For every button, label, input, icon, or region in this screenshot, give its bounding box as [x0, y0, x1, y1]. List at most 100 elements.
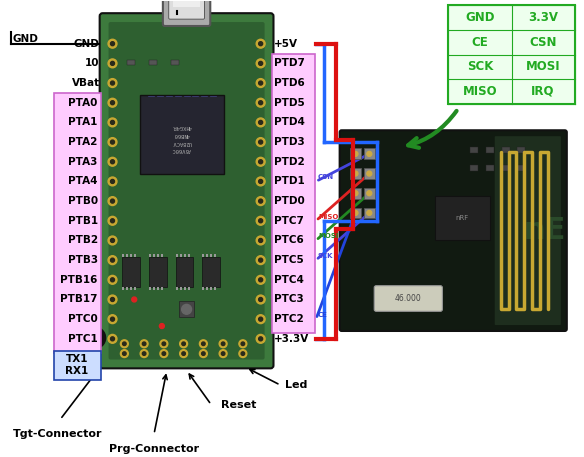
Bar [179, 302, 194, 317]
Circle shape [142, 342, 146, 345]
Text: PTC2: PTC2 [274, 314, 304, 324]
Bar [157, 254, 159, 257]
Bar [123, 254, 124, 257]
Text: PTC7: PTC7 [274, 216, 304, 226]
Text: RX1: RX1 [65, 367, 89, 376]
Text: PTA2: PTA2 [68, 137, 98, 147]
Text: nE: nE [524, 216, 566, 245]
Circle shape [110, 180, 114, 183]
Circle shape [201, 352, 205, 356]
Circle shape [353, 191, 358, 196]
Bar [206, 287, 208, 290]
Text: PTD3: PTD3 [274, 137, 305, 147]
Bar [176, 287, 178, 290]
Circle shape [259, 42, 263, 46]
Circle shape [256, 98, 265, 107]
Circle shape [256, 256, 265, 265]
Text: PTB17: PTB17 [60, 294, 98, 304]
Circle shape [353, 211, 358, 215]
Text: GND: GND [13, 34, 39, 44]
Circle shape [259, 317, 263, 321]
Circle shape [256, 236, 265, 245]
Circle shape [108, 276, 117, 284]
Bar [210, 287, 212, 290]
FancyBboxPatch shape [374, 286, 442, 311]
FancyBboxPatch shape [163, 0, 210, 26]
Circle shape [110, 160, 114, 164]
Bar [171, 60, 179, 65]
Text: Reset: Reset [221, 400, 256, 410]
Text: 10: 10 [85, 58, 100, 69]
Circle shape [241, 352, 245, 356]
Text: PTB2: PTB2 [68, 235, 98, 245]
Circle shape [142, 352, 146, 356]
Circle shape [259, 219, 263, 223]
Circle shape [110, 61, 114, 65]
Bar [161, 287, 163, 290]
Text: IRQ: IRQ [531, 85, 555, 98]
Circle shape [84, 327, 106, 349]
Circle shape [110, 219, 114, 223]
Circle shape [367, 171, 372, 176]
Bar [517, 147, 526, 153]
FancyBboxPatch shape [350, 188, 361, 199]
Text: U28ACV: U28ACV [172, 139, 192, 144]
Bar [149, 257, 167, 287]
Circle shape [256, 216, 265, 225]
Text: SCK: SCK [318, 253, 333, 259]
Circle shape [182, 304, 192, 314]
Text: PTD7: PTD7 [274, 58, 305, 69]
Text: PTC6: PTC6 [274, 235, 304, 245]
Circle shape [353, 171, 358, 176]
Circle shape [108, 59, 117, 68]
Text: PTA1: PTA1 [68, 117, 98, 128]
Bar [134, 287, 136, 290]
Bar [176, 257, 193, 287]
Circle shape [259, 180, 263, 183]
Bar [183, 287, 186, 290]
Bar [206, 254, 208, 257]
Text: PTB16: PTB16 [60, 275, 98, 285]
Bar [130, 287, 132, 290]
Circle shape [259, 337, 263, 341]
Text: GND: GND [465, 11, 495, 24]
Text: MOSI: MOSI [318, 234, 338, 239]
FancyBboxPatch shape [350, 207, 361, 218]
Bar [127, 60, 135, 65]
Circle shape [241, 342, 245, 345]
Text: PTA4: PTA4 [68, 176, 98, 186]
Circle shape [108, 79, 117, 87]
Text: TX1: TX1 [65, 354, 88, 363]
Circle shape [256, 197, 265, 206]
Text: PTD4: PTD4 [274, 117, 305, 128]
Bar [180, 287, 182, 290]
Circle shape [256, 177, 265, 186]
Text: CSN: CSN [318, 175, 334, 181]
Bar [203, 254, 204, 257]
Text: PTA0: PTA0 [68, 98, 98, 108]
FancyBboxPatch shape [272, 53, 315, 333]
FancyBboxPatch shape [54, 351, 100, 380]
Circle shape [219, 350, 227, 357]
Bar [153, 254, 155, 257]
Text: 4NB60: 4NB60 [173, 132, 190, 137]
Circle shape [110, 101, 114, 105]
Text: Tgt-Connector: Tgt-Connector [12, 430, 102, 439]
FancyBboxPatch shape [364, 149, 375, 159]
FancyBboxPatch shape [350, 168, 361, 179]
Circle shape [110, 120, 114, 124]
Bar [470, 165, 478, 170]
Circle shape [259, 258, 263, 262]
Circle shape [259, 81, 263, 85]
Text: Led: Led [286, 380, 308, 390]
Circle shape [140, 340, 148, 348]
Text: +3.3V: +3.3V [273, 334, 309, 344]
Circle shape [123, 342, 126, 345]
Bar [214, 254, 216, 257]
Circle shape [110, 199, 114, 203]
Circle shape [108, 236, 117, 245]
Circle shape [199, 350, 207, 357]
Text: PTC3: PTC3 [274, 294, 304, 304]
Circle shape [201, 342, 205, 345]
Bar [180, 254, 182, 257]
